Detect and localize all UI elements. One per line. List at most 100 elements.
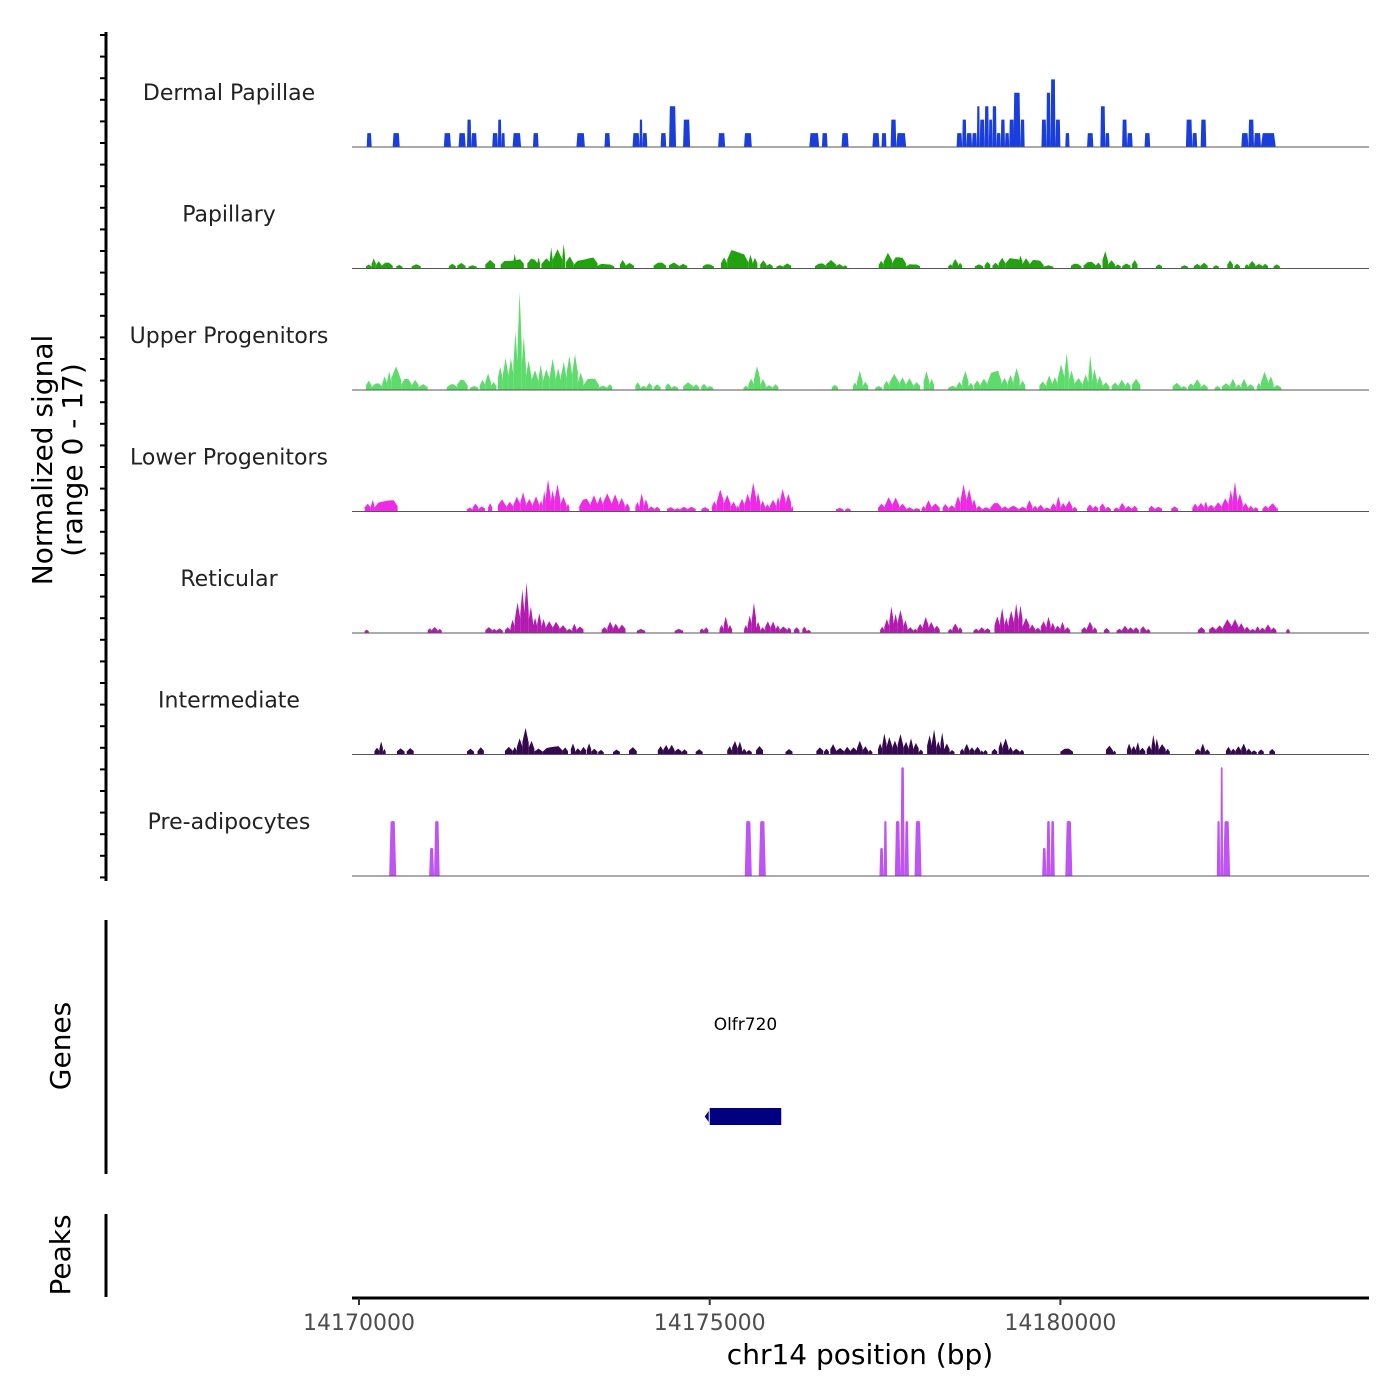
signal-axis-sublabel: (range 0 - 17) — [56, 363, 89, 557]
coverage-bin — [612, 749, 620, 754]
coverage-bin — [1204, 749, 1210, 754]
coverage-bin — [371, 258, 376, 268]
coverage-bin — [562, 747, 569, 754]
coverage-bin — [957, 262, 963, 268]
coverage-bin — [727, 746, 733, 754]
coverage-bin — [760, 627, 766, 633]
coverage-bin — [1035, 627, 1041, 633]
coverage-bin — [890, 119, 897, 147]
coverage-bin — [692, 384, 700, 390]
coverage-bin — [521, 336, 526, 390]
coverage-bin — [381, 262, 393, 268]
coverage-bin — [387, 371, 392, 390]
coverage-bin — [646, 382, 653, 390]
coverage-bin — [704, 627, 709, 633]
coverage-bin — [1087, 504, 1093, 511]
coverage-bin — [1188, 383, 1194, 390]
coverage-bin — [382, 748, 386, 754]
coverage-bin — [940, 732, 944, 754]
coverage-bin — [903, 620, 908, 633]
coverage-bin — [723, 616, 728, 633]
coverage-bin — [597, 263, 615, 268]
coverage-bin — [674, 748, 682, 754]
coverage-bin — [1051, 377, 1058, 390]
coverage-bin — [990, 503, 1002, 511]
coverage-bin — [960, 748, 965, 754]
coverage-bin — [996, 133, 1001, 147]
coverage-bin — [674, 508, 681, 511]
coverage-bin — [744, 625, 748, 633]
coverage-bin — [375, 261, 382, 268]
coverage-bin — [1216, 820, 1221, 876]
coverage-bin — [572, 354, 578, 390]
coverage-bin — [753, 366, 761, 390]
coverage-bin — [983, 750, 988, 754]
coverage-bin — [711, 501, 717, 511]
coverage-bin — [1037, 504, 1044, 511]
coverage-bin — [532, 617, 538, 633]
coverage-bin — [575, 748, 581, 754]
coverage-bin — [1070, 263, 1082, 268]
coverage-bin — [1026, 500, 1033, 511]
coverage-bin — [1029, 260, 1044, 268]
coverage-bin — [1032, 505, 1038, 511]
coverage-bin — [396, 264, 403, 268]
coverage-bin — [512, 747, 517, 754]
coverage-bin — [537, 613, 542, 633]
coverage-bin — [586, 743, 592, 754]
coverage-bin — [1253, 507, 1259, 511]
coverage-bin — [1055, 119, 1061, 147]
coverage-bin — [974, 264, 984, 268]
signal-axis-ticks — [100, 34, 106, 879]
x-axis-ticks: 14170000 14175000 14180000 — [303, 1298, 1116, 1336]
coverage-bin — [900, 767, 905, 876]
track-papillary: Papillary — [182, 203, 1369, 269]
coverage-bin — [669, 106, 677, 147]
coverage-bin — [973, 628, 980, 633]
coverage-bin — [856, 370, 863, 390]
coverage-bin — [934, 625, 940, 633]
coverage-bin — [904, 820, 909, 876]
coverage-bin — [791, 505, 794, 511]
coverage-bin — [1262, 505, 1269, 511]
coverage-bin — [1268, 376, 1274, 390]
coverage-bin — [906, 264, 921, 268]
coverage-bin — [1008, 610, 1015, 633]
coverage-bin — [785, 749, 793, 754]
coverage-bin — [880, 626, 885, 633]
coverage-bin — [635, 382, 641, 390]
coverage-bin — [1068, 370, 1075, 390]
coverage-bin — [552, 621, 560, 633]
coverage-bin — [1248, 505, 1254, 511]
coverage-bin — [862, 746, 869, 754]
coverage-bin — [565, 256, 574, 268]
coverage-bin — [457, 379, 468, 390]
coverage-bin — [931, 503, 940, 511]
coverage-bin — [570, 743, 576, 754]
coverage-bin — [1193, 263, 1201, 268]
coverage-bin — [702, 264, 714, 268]
coverage-bin — [669, 744, 675, 754]
coverage-bin — [1165, 748, 1170, 754]
coverage-bin — [392, 133, 400, 147]
coverage-bin — [1009, 119, 1015, 147]
coverage-bin — [1158, 744, 1166, 754]
coverage-bin — [541, 258, 552, 268]
coverage-bin — [886, 737, 893, 754]
coverage-bin — [1144, 133, 1151, 147]
coverage-bin — [1231, 619, 1239, 633]
gene-annotations: Olfr720 — [704, 1015, 782, 1125]
coverage-bin — [1269, 748, 1276, 754]
coverage-bin — [1046, 820, 1051, 876]
coverage-bin — [1008, 746, 1013, 754]
coverage-bin — [1050, 622, 1055, 633]
coverage-bin — [1105, 133, 1110, 147]
coverage-bin — [727, 250, 749, 268]
coverage-bin — [1214, 386, 1221, 390]
coverage-bin — [611, 494, 619, 511]
coverage-bin — [1022, 258, 1030, 268]
coverage-bin — [549, 247, 553, 268]
coverage-bin — [1042, 847, 1047, 876]
coverage-bin — [1060, 503, 1067, 511]
coverage-bin — [1241, 379, 1247, 390]
